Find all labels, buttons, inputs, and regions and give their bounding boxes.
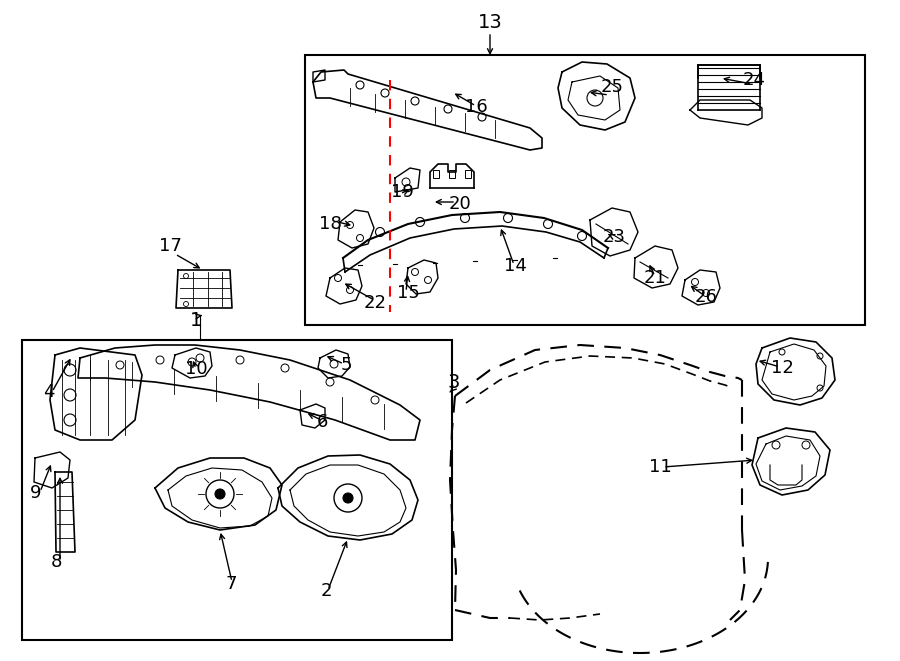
Text: 17: 17	[158, 237, 182, 255]
Text: 16: 16	[464, 98, 488, 116]
Text: 15: 15	[397, 284, 419, 302]
Text: 20: 20	[448, 195, 472, 213]
Text: 19: 19	[391, 183, 413, 201]
Text: 21: 21	[644, 269, 666, 287]
Text: 25: 25	[600, 78, 624, 96]
Text: 2: 2	[320, 582, 332, 600]
Text: 5: 5	[340, 356, 352, 374]
Text: 7: 7	[225, 575, 237, 593]
Text: 11: 11	[649, 458, 671, 476]
Text: 13: 13	[478, 13, 502, 32]
Text: 26: 26	[695, 288, 717, 306]
Circle shape	[215, 489, 225, 499]
Text: 23: 23	[602, 228, 626, 246]
Text: 12: 12	[770, 359, 794, 377]
Text: 9: 9	[31, 484, 41, 502]
Text: 14: 14	[504, 257, 526, 275]
Text: 10: 10	[184, 360, 207, 378]
Text: 3: 3	[448, 373, 460, 391]
Bar	[449, 170, 455, 178]
Text: 8: 8	[50, 553, 62, 571]
Text: 22: 22	[364, 294, 386, 312]
Text: 4: 4	[43, 383, 55, 401]
Bar	[465, 170, 471, 178]
Bar	[22, 340, 452, 640]
Text: 1: 1	[190, 311, 203, 329]
Bar	[433, 170, 439, 178]
Circle shape	[343, 493, 353, 503]
Text: 24: 24	[742, 71, 766, 89]
Bar	[305, 55, 865, 325]
Text: 18: 18	[319, 215, 341, 233]
Text: 6: 6	[316, 413, 328, 431]
